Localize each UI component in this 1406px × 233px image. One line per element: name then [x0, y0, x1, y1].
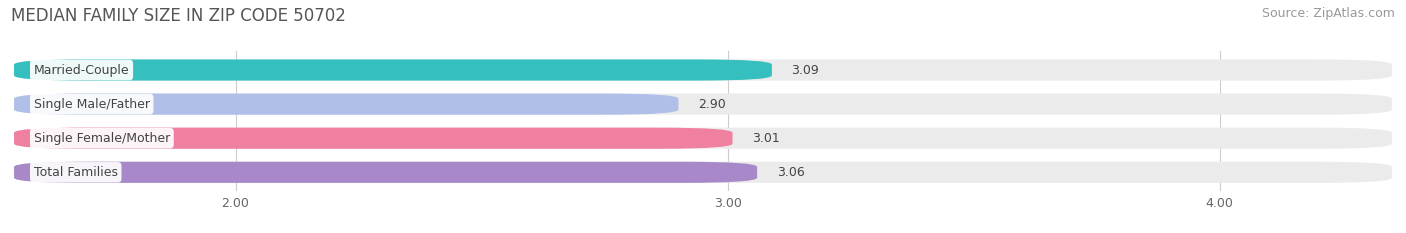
Text: 3.01: 3.01 [752, 132, 780, 145]
Text: MEDIAN FAMILY SIZE IN ZIP CODE 50702: MEDIAN FAMILY SIZE IN ZIP CODE 50702 [11, 7, 346, 25]
Text: 2.90: 2.90 [697, 98, 725, 111]
Text: Single Female/Mother: Single Female/Mother [34, 132, 170, 145]
FancyBboxPatch shape [14, 128, 1392, 149]
Text: 3.06: 3.06 [778, 166, 804, 179]
Text: Total Families: Total Families [34, 166, 118, 179]
Text: Married-Couple: Married-Couple [34, 64, 129, 76]
FancyBboxPatch shape [14, 93, 678, 115]
Text: 3.09: 3.09 [792, 64, 820, 76]
Text: Source: ZipAtlas.com: Source: ZipAtlas.com [1261, 7, 1395, 20]
FancyBboxPatch shape [14, 59, 772, 81]
FancyBboxPatch shape [14, 59, 1392, 81]
FancyBboxPatch shape [14, 128, 733, 149]
Text: Single Male/Father: Single Male/Father [34, 98, 150, 111]
FancyBboxPatch shape [14, 93, 1392, 115]
FancyBboxPatch shape [14, 162, 1392, 183]
FancyBboxPatch shape [14, 162, 756, 183]
